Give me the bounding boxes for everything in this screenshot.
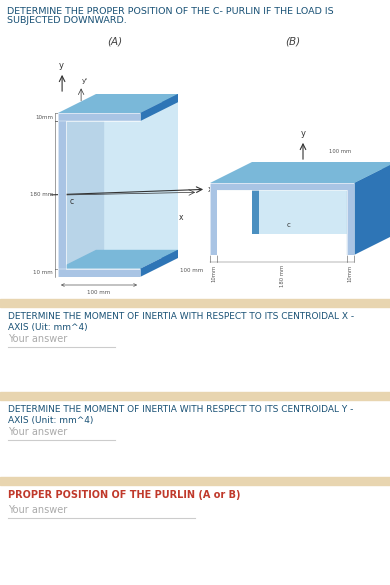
Polygon shape: [140, 250, 178, 277]
Polygon shape: [259, 169, 389, 234]
Polygon shape: [347, 169, 389, 255]
Text: 180 mm: 180 mm: [30, 192, 53, 198]
Text: 180 mm: 180 mm: [280, 265, 284, 287]
Text: Your answer: Your answer: [8, 427, 67, 437]
Polygon shape: [58, 94, 178, 113]
Text: y': y': [82, 77, 88, 84]
Polygon shape: [389, 169, 390, 234]
Polygon shape: [210, 183, 354, 255]
Text: y: y: [58, 61, 64, 70]
Polygon shape: [96, 250, 178, 258]
Polygon shape: [210, 162, 390, 183]
Text: 10 mm: 10 mm: [33, 270, 53, 276]
Text: x: x: [179, 214, 183, 222]
Polygon shape: [217, 169, 389, 190]
Text: AXIS (Uit: mm^4): AXIS (Uit: mm^4): [8, 323, 88, 332]
Text: c: c: [287, 222, 291, 228]
Polygon shape: [104, 102, 178, 250]
Text: DETERMINE THE MOMENT OF INERTIA WITH RESPECT TO ITS CENTROIDAL X -: DETERMINE THE MOMENT OF INERTIA WITH RES…: [8, 312, 354, 321]
Text: x: x: [208, 185, 213, 194]
Polygon shape: [140, 94, 178, 121]
Polygon shape: [66, 102, 104, 269]
Text: 10mm: 10mm: [211, 265, 216, 282]
Text: 100 mm: 100 mm: [87, 290, 111, 295]
Polygon shape: [252, 162, 390, 169]
Bar: [0, 392, 390, 400]
Text: AXIS (Unit: mm^4): AXIS (Unit: mm^4): [8, 416, 93, 425]
Polygon shape: [58, 113, 140, 277]
Text: 10mm: 10mm: [80, 270, 98, 274]
Text: DETERMINE THE MOMENT OF INERTIA WITH RESPECT TO ITS CENTROIDAL Y -: DETERMINE THE MOMENT OF INERTIA WITH RES…: [8, 405, 353, 414]
Text: 100 mm: 100 mm: [329, 149, 351, 154]
Text: 100 mm: 100 mm: [180, 269, 203, 273]
Text: (B): (B): [285, 37, 301, 47]
Polygon shape: [252, 169, 259, 234]
Bar: [0, 477, 390, 485]
Text: SUBJECTED DOWNWARD.: SUBJECTED DOWNWARD.: [7, 16, 127, 25]
Polygon shape: [354, 162, 390, 255]
Text: DETERMINE THE PROPER POSITION OF THE C- PURLIN IF THE LOAD IS: DETERMINE THE PROPER POSITION OF THE C- …: [7, 7, 333, 16]
Bar: [0, 299, 390, 307]
Polygon shape: [96, 94, 178, 102]
Text: (A): (A): [107, 37, 122, 47]
Text: c: c: [69, 197, 73, 206]
Text: 10mm: 10mm: [35, 115, 53, 119]
Text: Your answer: Your answer: [8, 334, 67, 344]
Text: y: y: [301, 129, 305, 138]
Text: 10mm: 10mm: [348, 265, 353, 282]
Text: Your answer: Your answer: [8, 505, 67, 515]
Polygon shape: [58, 250, 178, 269]
Text: PROPER POSITION OF THE PURLIN (A or B): PROPER POSITION OF THE PURLIN (A or B): [8, 490, 241, 500]
Polygon shape: [96, 94, 104, 258]
